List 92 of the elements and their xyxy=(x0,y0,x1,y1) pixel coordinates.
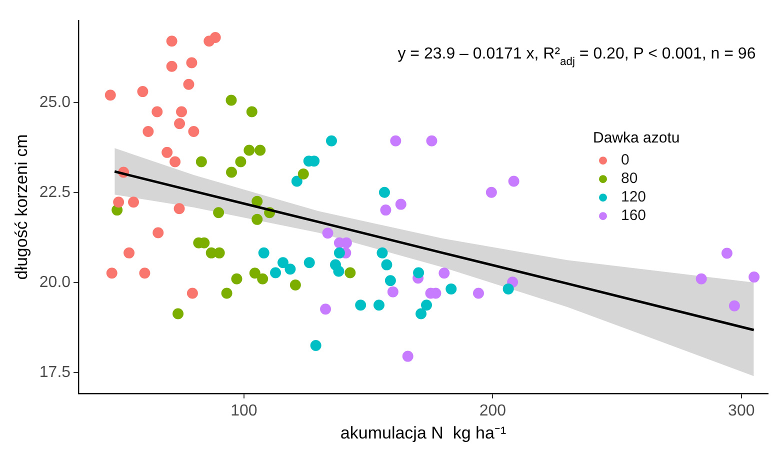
point xyxy=(502,283,514,294)
legend-label: 160 xyxy=(621,207,646,224)
point xyxy=(166,60,178,72)
point xyxy=(277,257,288,268)
point xyxy=(320,304,332,315)
point xyxy=(172,308,184,320)
point xyxy=(106,268,118,279)
point xyxy=(166,36,178,47)
point xyxy=(304,257,315,268)
point xyxy=(113,196,124,208)
point xyxy=(226,94,237,106)
point xyxy=(387,286,398,298)
point xyxy=(213,207,224,218)
point xyxy=(221,288,232,299)
point xyxy=(152,106,163,118)
point xyxy=(174,118,186,130)
point xyxy=(235,156,246,168)
point xyxy=(174,203,185,214)
y-axis-title: długość korzeni cm xyxy=(12,134,31,280)
point xyxy=(252,214,263,225)
point xyxy=(290,279,301,290)
point xyxy=(214,247,225,258)
point xyxy=(284,264,296,275)
point xyxy=(438,268,450,279)
point xyxy=(446,283,457,294)
point xyxy=(390,135,402,146)
y-tick-label: 20.0 xyxy=(39,274,71,291)
y-tick-label: 25.0 xyxy=(39,94,71,111)
point xyxy=(421,300,432,311)
point xyxy=(142,126,154,138)
point xyxy=(176,106,188,118)
point xyxy=(380,204,392,216)
point xyxy=(258,247,270,258)
point xyxy=(246,106,258,118)
point xyxy=(326,135,337,146)
point xyxy=(252,196,263,207)
point xyxy=(395,198,406,210)
point xyxy=(486,186,497,198)
legend-title: Dawka azotu xyxy=(593,130,680,147)
point xyxy=(413,267,424,278)
point xyxy=(344,267,356,278)
point xyxy=(310,340,322,351)
legend-label: 80 xyxy=(621,170,638,188)
point xyxy=(257,273,268,284)
point xyxy=(426,135,438,146)
point xyxy=(748,272,760,283)
point xyxy=(270,267,282,278)
point xyxy=(721,248,732,259)
point xyxy=(355,300,366,311)
point xyxy=(170,156,181,168)
point xyxy=(384,275,396,286)
point xyxy=(254,144,266,156)
y-tick-label: 22.5 xyxy=(39,184,71,201)
point xyxy=(374,300,384,311)
point xyxy=(186,57,198,68)
point xyxy=(188,126,200,138)
point xyxy=(334,247,345,258)
point xyxy=(139,268,150,279)
point xyxy=(128,196,140,208)
point xyxy=(333,266,344,277)
x-tick-label: 100 xyxy=(230,402,258,420)
point xyxy=(210,32,221,44)
point xyxy=(137,86,148,98)
x-tick-label: 300 xyxy=(728,402,755,420)
x-axis-title: akumulacja N kg ha⁻¹ xyxy=(340,423,506,442)
point xyxy=(249,268,260,279)
point xyxy=(298,168,309,180)
legend-label: 120 xyxy=(621,188,646,206)
point xyxy=(162,146,173,158)
point xyxy=(196,156,207,168)
point xyxy=(183,78,194,90)
point xyxy=(152,227,164,238)
x-tick-label: 200 xyxy=(479,402,506,420)
point xyxy=(696,273,707,284)
y-tick-label: 17.5 xyxy=(39,364,71,381)
point xyxy=(322,228,334,239)
point xyxy=(728,300,740,312)
point xyxy=(226,166,238,178)
point xyxy=(416,308,427,320)
point xyxy=(231,273,242,284)
point xyxy=(244,144,255,156)
point xyxy=(291,176,302,187)
point xyxy=(472,288,484,299)
point xyxy=(376,247,388,258)
point xyxy=(104,90,116,101)
point xyxy=(381,259,392,270)
point xyxy=(186,288,198,299)
point xyxy=(124,247,135,258)
point xyxy=(378,186,390,198)
legend-label: 0 xyxy=(621,152,630,169)
point xyxy=(402,350,414,362)
point xyxy=(508,176,520,187)
